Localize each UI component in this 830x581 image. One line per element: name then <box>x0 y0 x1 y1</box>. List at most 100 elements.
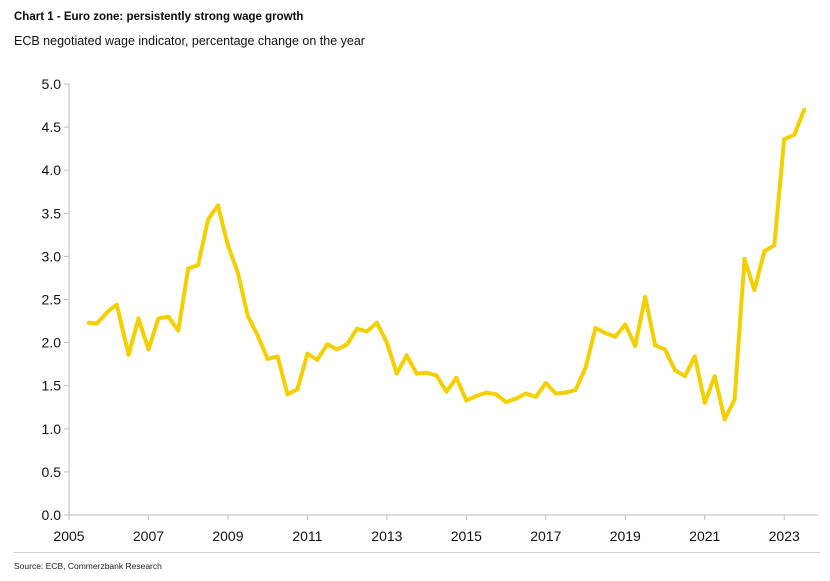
data-point <box>464 398 469 403</box>
data-point <box>504 400 509 405</box>
y-tick-label: 4.5 <box>42 119 62 135</box>
data-point <box>484 390 489 395</box>
data-point <box>563 390 568 395</box>
chart-subtitle: ECB negotiated wage indicator, percentag… <box>14 34 365 48</box>
y-tick-label: 4.0 <box>42 162 62 178</box>
data-point <box>166 314 171 319</box>
data-point <box>772 243 777 248</box>
data-point <box>673 368 677 373</box>
x-tick-label: 2007 <box>133 528 164 544</box>
data-point <box>216 203 220 208</box>
data-point <box>722 417 727 422</box>
data-point <box>275 354 280 359</box>
y-tick-label: 3.5 <box>42 205 62 221</box>
y-tick-label: 5.0 <box>42 76 62 92</box>
data-point <box>802 107 807 112</box>
data-point <box>176 328 181 333</box>
data-point <box>494 392 499 397</box>
x-tick-label: 2009 <box>212 528 243 544</box>
x-tick-label: 2021 <box>689 528 720 544</box>
data-point <box>235 270 240 275</box>
data-point <box>245 313 250 318</box>
data-point <box>355 326 360 331</box>
x-axis: 2005 2007 2009 2011 2013 2015 2017 2019 2021 2023 <box>53 514 818 544</box>
data-point <box>533 394 538 399</box>
data-point <box>762 249 767 254</box>
y-tick-label: 1.5 <box>42 378 62 394</box>
data-point <box>663 347 667 352</box>
data-point <box>384 340 389 345</box>
data-point <box>156 316 161 321</box>
data-point <box>643 294 648 299</box>
chart-title: Chart 1 - Euro zone: persistently strong… <box>14 11 304 23</box>
data-point <box>553 391 558 396</box>
x-tick-label: 2017 <box>530 528 561 544</box>
data-point <box>514 396 518 401</box>
data-point <box>295 387 300 392</box>
data-point <box>225 243 230 248</box>
x-tick-label: 2013 <box>371 528 402 544</box>
data-point <box>114 302 119 307</box>
data-point <box>196 263 201 267</box>
data-point <box>255 333 260 338</box>
data-point <box>206 217 211 222</box>
y-tick-label: 2.0 <box>42 335 62 351</box>
data-point <box>94 321 99 326</box>
data-point <box>394 371 399 376</box>
data-point <box>414 371 419 376</box>
source-note: Source: ECB, Commerzbank Research <box>14 561 162 571</box>
y-tick-label: 3.0 <box>42 248 62 264</box>
data-point <box>782 137 787 142</box>
data-point <box>573 388 578 392</box>
data-point <box>126 352 131 357</box>
data-point <box>682 374 687 379</box>
data-point <box>374 320 379 325</box>
data-point <box>792 132 797 137</box>
data-point <box>613 334 618 339</box>
data-point <box>603 331 608 336</box>
data-point <box>285 392 290 397</box>
data-point <box>653 343 658 348</box>
data-point <box>623 322 628 327</box>
series-layer <box>86 107 807 422</box>
data-point <box>454 375 459 380</box>
data-point <box>474 394 479 398</box>
x-tick-label: 2005 <box>53 528 84 544</box>
data-point <box>702 400 707 405</box>
data-point <box>633 344 638 348</box>
data-point <box>106 308 111 313</box>
y-tick-label: 0.5 <box>42 464 62 480</box>
data-point <box>593 325 598 330</box>
data-point <box>424 370 429 375</box>
y-tick-label: 1.0 <box>42 421 62 437</box>
data-point <box>315 357 320 362</box>
data-point <box>136 316 141 321</box>
data-point <box>712 374 717 379</box>
y-tick-label: 0.0 <box>42 507 62 523</box>
data-point <box>752 288 757 292</box>
data-point <box>265 357 270 361</box>
data-point <box>305 351 310 356</box>
data-point <box>345 342 350 347</box>
x-tick-label: 2015 <box>451 528 482 544</box>
data-point <box>523 391 528 396</box>
data-point <box>692 354 697 359</box>
data-point <box>434 373 439 378</box>
data-point <box>742 257 747 261</box>
y-axis: 0.0 0.5 1.0 1.5 2.0 2.5 3.0 3.5 4.0 4.5 5.0 <box>42 76 70 523</box>
y-tick-label: 2.5 <box>42 292 62 308</box>
data-point <box>186 266 191 271</box>
x-tick-label: 2019 <box>610 528 641 544</box>
data-point <box>543 381 548 386</box>
data-point <box>583 365 588 370</box>
data-point <box>732 397 737 402</box>
data-point <box>444 389 449 394</box>
data-point <box>325 342 330 347</box>
line-chart: 0.0 0.5 1.0 1.5 2.0 2.5 3.0 3.5 4.0 4.5 5.0 2005 20… <box>42 76 818 544</box>
data-point <box>404 353 409 358</box>
data-point <box>335 347 340 352</box>
data-point <box>86 320 91 325</box>
data-point <box>365 329 369 334</box>
x-tick-label: 2023 <box>769 528 800 544</box>
footer-divider <box>14 552 820 553</box>
